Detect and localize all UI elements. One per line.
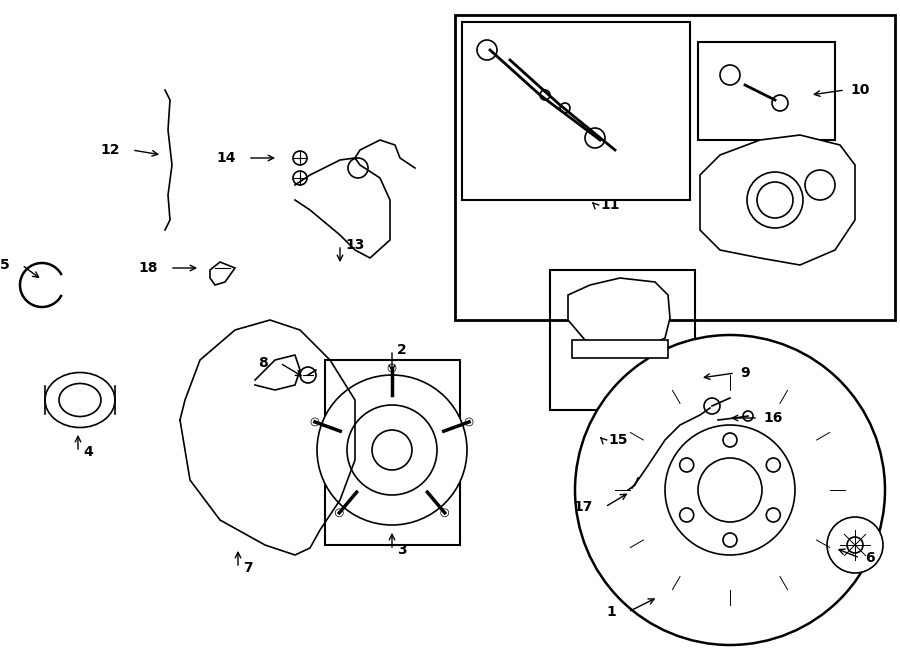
Text: 14: 14 (217, 151, 236, 165)
Polygon shape (568, 278, 670, 348)
Circle shape (347, 405, 437, 495)
Circle shape (805, 170, 835, 200)
Text: 13: 13 (345, 238, 364, 252)
Circle shape (720, 65, 740, 85)
Circle shape (723, 433, 737, 447)
Circle shape (766, 458, 780, 472)
Text: 18: 18 (139, 261, 158, 275)
Text: 9: 9 (740, 366, 750, 380)
Text: 4: 4 (83, 445, 93, 459)
Ellipse shape (45, 373, 115, 428)
Text: 8: 8 (258, 356, 268, 370)
Bar (698, 42, 835, 140)
Circle shape (560, 103, 570, 113)
Circle shape (477, 40, 497, 60)
Circle shape (336, 509, 343, 517)
Circle shape (698, 458, 762, 522)
Polygon shape (700, 135, 855, 265)
Text: 17: 17 (573, 500, 593, 514)
Circle shape (348, 158, 368, 178)
Text: 2: 2 (397, 343, 407, 357)
Circle shape (743, 411, 753, 421)
Polygon shape (572, 340, 668, 358)
Circle shape (704, 398, 720, 414)
Circle shape (680, 458, 694, 472)
Circle shape (723, 533, 737, 547)
Text: 11: 11 (600, 198, 619, 212)
Circle shape (388, 364, 396, 372)
Circle shape (757, 182, 793, 218)
Circle shape (441, 509, 449, 517)
Text: 10: 10 (850, 83, 869, 97)
Polygon shape (210, 262, 235, 285)
Circle shape (575, 335, 885, 645)
Text: 6: 6 (865, 551, 875, 565)
Circle shape (465, 418, 473, 426)
Text: 5: 5 (0, 258, 10, 272)
Circle shape (540, 90, 550, 100)
Circle shape (300, 367, 316, 383)
Circle shape (847, 537, 863, 553)
Circle shape (293, 171, 307, 185)
Text: 12: 12 (101, 143, 120, 157)
Text: 16: 16 (763, 411, 782, 425)
Bar (462, 22, 690, 200)
Text: 1: 1 (607, 605, 616, 619)
Circle shape (665, 425, 795, 555)
Circle shape (293, 151, 307, 165)
Bar (550, 270, 695, 410)
Circle shape (827, 517, 883, 573)
Text: 3: 3 (397, 543, 407, 557)
Circle shape (747, 172, 803, 228)
Circle shape (585, 128, 605, 148)
Circle shape (317, 375, 467, 525)
Text: 7: 7 (243, 561, 253, 575)
Bar (325, 360, 460, 545)
Circle shape (310, 418, 319, 426)
Circle shape (372, 430, 412, 470)
Circle shape (772, 95, 788, 111)
Circle shape (680, 508, 694, 522)
Ellipse shape (59, 383, 101, 416)
Text: 15: 15 (608, 433, 627, 447)
Bar (455, 15, 895, 320)
Circle shape (766, 508, 780, 522)
